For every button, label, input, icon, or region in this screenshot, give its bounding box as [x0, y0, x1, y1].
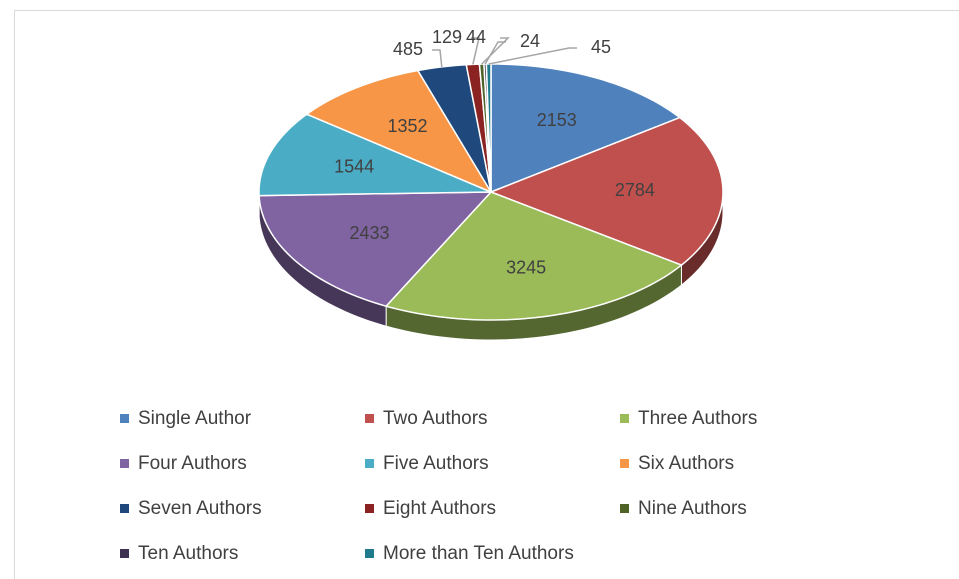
data-label: 2153 [537, 110, 577, 130]
legend-label: Ten Authors [138, 543, 238, 564]
legend-label: Three Authors [638, 408, 757, 429]
legend-swatch [120, 504, 129, 513]
data-label: 2784 [615, 180, 655, 200]
pie-slice [305, 69, 493, 194]
pie-slice [488, 116, 724, 266]
legend-label: Nine Authors [638, 498, 747, 519]
data-label: 1544 [334, 156, 374, 176]
pie-slice [258, 113, 492, 197]
legend-swatch [620, 504, 629, 513]
leader-line [432, 49, 443, 67]
legend-label: Single Author [138, 408, 252, 429]
legend-swatch [120, 459, 129, 468]
data-label: 129 [432, 27, 462, 47]
legend-label: Two Authors [383, 408, 488, 429]
data-label: 3245 [506, 258, 546, 278]
legend-label: More than Ten Authors [383, 543, 574, 564]
legend-swatch [120, 549, 129, 558]
legend-label: Eight Authors [383, 498, 496, 519]
legend-swatch [120, 414, 129, 423]
pie-slice [258, 191, 493, 308]
data-label: 1352 [388, 116, 428, 136]
leader-line [471, 37, 480, 65]
legend-swatch [365, 414, 374, 423]
legend-swatch [365, 549, 374, 558]
legend-swatch [620, 459, 629, 468]
pie-slice [384, 191, 683, 321]
legend-swatch [365, 504, 374, 513]
legend-label: Seven Authors [138, 498, 262, 519]
data-label: 45 [591, 37, 611, 57]
data-label: 24 [520, 31, 540, 51]
leader-line [484, 41, 506, 65]
data-label: 485 [393, 39, 423, 59]
legend-swatch [365, 459, 374, 468]
pie-slice [490, 63, 682, 194]
data-label: 2433 [349, 223, 389, 243]
data-label: 44 [466, 27, 486, 47]
legend-label: Six Authors [638, 453, 734, 474]
legend-swatch [620, 414, 629, 423]
leader-line [488, 47, 577, 65]
legend-label: Five Authors [383, 453, 489, 474]
legend-label: Four Authors [138, 453, 247, 474]
